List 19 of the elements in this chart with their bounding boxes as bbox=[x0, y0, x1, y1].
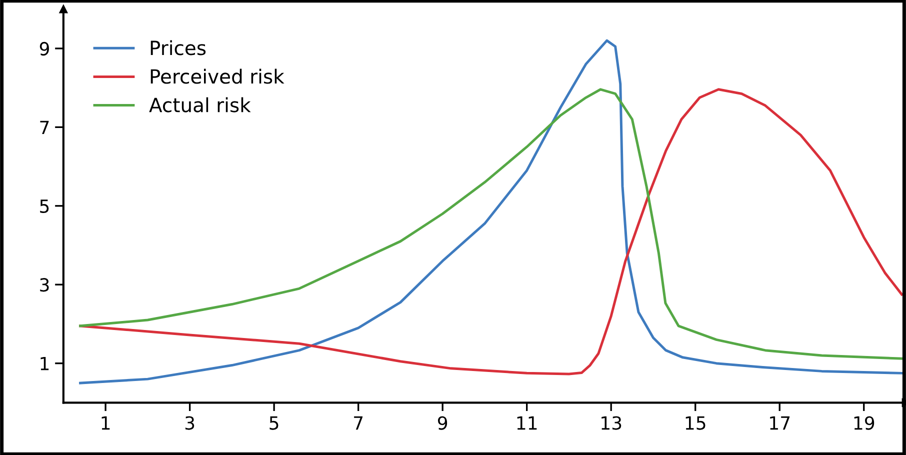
x-tick-label: 9 bbox=[438, 416, 448, 430]
legend-label: Prices bbox=[150, 40, 206, 56]
x-tick-label: 7 bbox=[354, 416, 363, 430]
x-tick-label: 11 bbox=[517, 416, 537, 430]
x-tick-label: 1 bbox=[102, 416, 110, 430]
y-tick-label: 9 bbox=[40, 42, 49, 56]
y-tick-label: 5 bbox=[40, 200, 49, 214]
legend-label: Actual risk bbox=[149, 97, 251, 112]
x-tick-label: 15 bbox=[686, 416, 706, 430]
legend-label: Perceived risk bbox=[150, 68, 284, 84]
line-series bbox=[79, 39, 904, 384]
x-tick-label: 5 bbox=[270, 416, 278, 430]
x-tick-label: 19 bbox=[854, 416, 874, 430]
x-tick-label: 13 bbox=[602, 416, 622, 430]
x-tick-label: 3 bbox=[185, 416, 194, 430]
y-tick-label: 7 bbox=[40, 120, 49, 134]
y-tick-label: 1 bbox=[40, 357, 49, 370]
y-tick-label: 3 bbox=[40, 278, 49, 292]
x-tick-label: 17 bbox=[770, 416, 790, 430]
